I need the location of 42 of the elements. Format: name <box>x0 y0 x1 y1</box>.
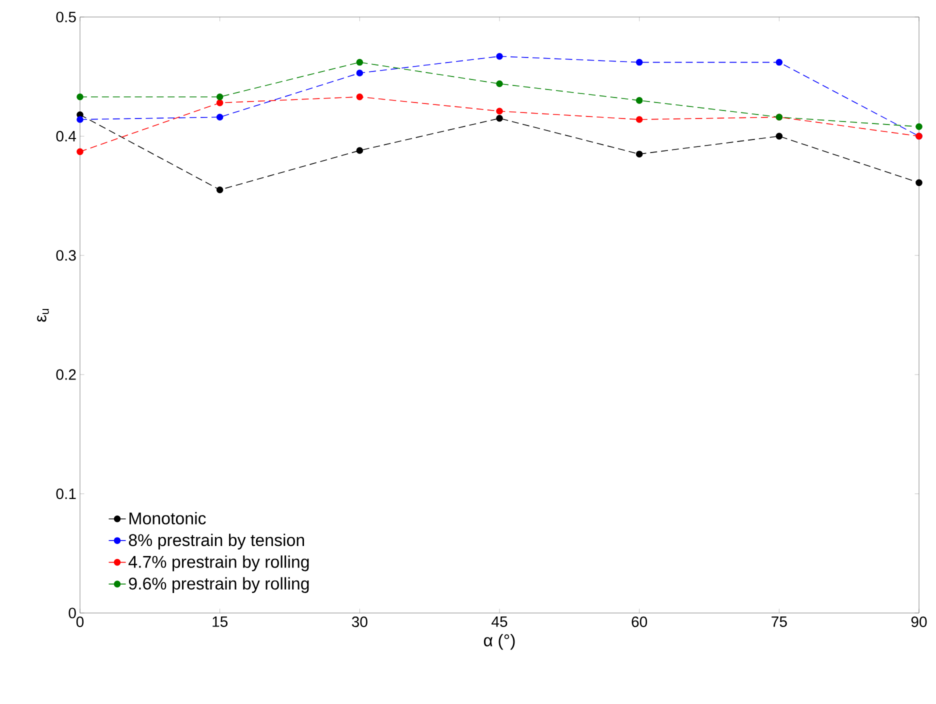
point <box>916 179 922 186</box>
x-tick-label: 60 <box>632 616 648 628</box>
point <box>496 52 503 60</box>
x-tick-label: 90 <box>911 616 927 628</box>
legend-label: 9.6% prestrain by rolling <box>128 577 309 593</box>
x-tick-label: 15 <box>212 616 228 627</box>
x-tick-label: 45 <box>492 616 508 627</box>
point <box>356 70 364 76</box>
x-tick-label: 30 <box>352 616 368 628</box>
point <box>636 150 643 158</box>
point <box>496 80 503 88</box>
point <box>776 58 783 66</box>
legend-label: 8% prestrain by tension <box>128 534 304 550</box>
point <box>636 116 643 123</box>
y-axis-title: ε$_{u}$ <box>37 308 49 322</box>
y-tick-label: 0 <box>68 608 76 618</box>
legend-label: Monotonic <box>130 512 206 524</box>
point <box>776 132 783 140</box>
legend-label: 4.7% prestrain by rolling <box>128 555 309 572</box>
x-tick-label: 75 <box>772 616 787 627</box>
y-tick-label: 0.5 <box>56 12 76 22</box>
point <box>496 114 503 122</box>
x-tick-label: 0 <box>76 616 84 628</box>
point <box>356 58 364 66</box>
point <box>216 186 224 194</box>
point <box>356 147 364 154</box>
point <box>916 123 922 130</box>
y-tick-label: 0.2 <box>56 369 76 380</box>
point <box>356 93 364 100</box>
point <box>636 97 643 104</box>
point <box>76 148 84 156</box>
y-tick-label: 0.3 <box>56 250 76 261</box>
y-tick-label: 0.4 <box>56 130 76 142</box>
point <box>216 114 224 121</box>
point <box>636 58 643 66</box>
y-tick-label: 0.1 <box>56 488 76 500</box>
point <box>76 93 84 100</box>
x-axis-title: α (°) <box>484 634 515 650</box>
point <box>496 108 503 115</box>
point <box>216 99 224 106</box>
point <box>216 93 224 100</box>
point <box>76 116 84 123</box>
